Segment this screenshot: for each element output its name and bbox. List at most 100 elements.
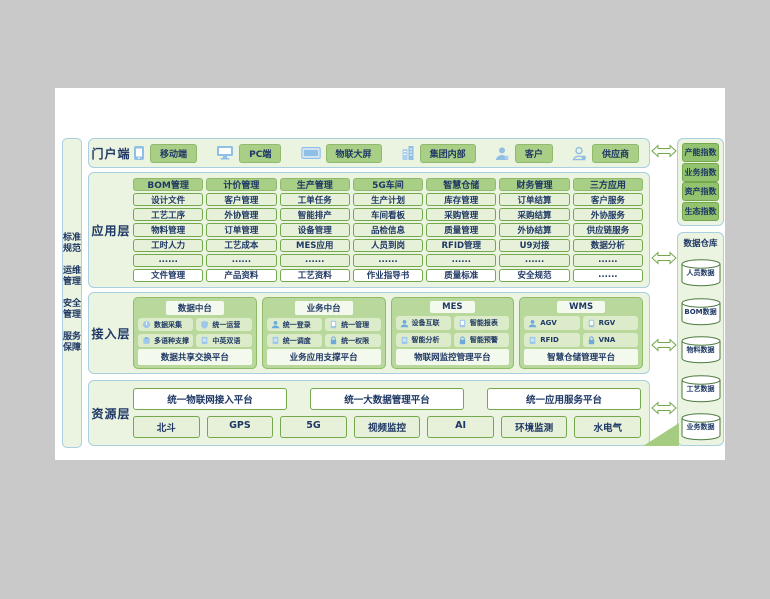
exchange-arrow-icon	[651, 144, 677, 158]
access-chip: 多语种支撑	[138, 334, 194, 347]
resource-tech-chip: 北斗	[133, 416, 200, 438]
portal-panel: 门户端 移动端 PC端 物联大屏 集团内部 客户	[88, 138, 650, 168]
shield-icon	[201, 320, 209, 329]
doc-icon	[201, 336, 208, 345]
app-item-chip: 供应链服务	[572, 223, 643, 237]
index-chip: 产能指数	[682, 143, 719, 162]
application-layer-label: 应用层	[91, 223, 131, 238]
left-bar-item: 标准规范	[62, 232, 81, 254]
app-item-chip: 智能排产	[279, 208, 350, 222]
person-icon	[528, 319, 537, 327]
access-layer-label: 接入层	[91, 326, 131, 341]
database-label: 业务数据	[686, 422, 715, 431]
tablet-icon	[330, 320, 337, 329]
access-chip-label: 设备互联	[411, 319, 440, 327]
access-chip-label: 中英双语	[212, 336, 241, 345]
gauge-icon	[142, 320, 151, 329]
building-icon	[402, 146, 414, 160]
cylinder-icon	[681, 259, 720, 287]
person-icon	[271, 320, 280, 329]
app-item-chip: 设计文件	[133, 193, 204, 207]
cylinder-icon	[681, 336, 720, 364]
resource-content: 统一物联网接入平台 统一大数据管理平台 统一应用服务平台 北斗 GPS 5G 视…	[133, 388, 642, 438]
resource-platform-row: 统一物联网接入平台 统一大数据管理平台 统一应用服务平台	[133, 388, 641, 410]
app-item-chip: 品检信息	[352, 223, 424, 237]
lock-icon	[459, 335, 466, 344]
portal-layer-label: 门户端	[91, 146, 131, 161]
app-item-chip: ......	[206, 253, 277, 267]
access-platform-bar: 物联网监控管理平台	[395, 349, 510, 365]
resource-tech-chip: GPS	[206, 416, 274, 438]
app-column-header: 智慧仓储	[426, 178, 497, 192]
customer-icon	[495, 146, 509, 160]
access-chip-label: 统一权限	[341, 336, 370, 345]
database-cylinder: 物料数据	[680, 336, 722, 364]
resource-tech-row: 北斗 GPS 5G 视频监控 AI 环境监测 水电气	[133, 416, 642, 438]
index-panel: 产能指数 业务指数 资产指数 生态指数	[677, 138, 724, 226]
access-chip-label: 智能报表	[469, 319, 498, 327]
app-item-chip: 设备管理	[279, 223, 350, 237]
app-column-header: BOM管理	[133, 178, 204, 192]
app-item-chip: RFID管理	[426, 238, 497, 252]
cylinder-icon	[681, 298, 720, 325]
portal-items: 移动端 PC端 物联大屏 集团内部 客户 供应商	[133, 139, 639, 167]
app-item-chip: 外协服务	[572, 208, 643, 222]
doc-icon	[529, 336, 536, 344]
app-item-chip: 物料管理	[133, 223, 204, 237]
resource-panel: 资源层 统一物联网接入平台 统一大数据管理平台 统一应用服务平台 北斗 GPS …	[88, 380, 650, 446]
access-group-mes: MES 设备互联 智能报表 智能分析 智能预警 物联网监控管理平台	[390, 297, 515, 369]
app-footer-chip: ......	[572, 268, 643, 282]
cylinder-icon	[681, 413, 720, 441]
access-chip-label: RFID	[540, 336, 559, 344]
access-chip-label: RGV	[598, 319, 616, 327]
access-chip-label: 智能预警	[469, 336, 498, 344]
access-chip: 统一权限	[325, 334, 381, 347]
portal-group-bigscreen: 物联大屏	[300, 143, 382, 163]
tablet-icon	[459, 319, 466, 327]
app-item-chip: ......	[426, 253, 497, 267]
access-chip-label: 数据采集	[154, 320, 182, 329]
resource-platform-chip: 统一物联网接入平台	[133, 388, 287, 410]
access-platform-bar: 数据共享交换平台	[138, 349, 252, 365]
lock-icon	[330, 336, 337, 345]
resource-tech-chip: AI	[427, 416, 494, 438]
portal-group-pc: PC端	[216, 143, 282, 163]
access-groups: 数据中台 数据采集 统一运营 多语种支撑 中英双语 数据共享交换平台 业务中台 …	[133, 297, 643, 369]
person-icon	[400, 319, 408, 327]
access-group-title: MES	[430, 301, 475, 313]
app-item-chip: U9对接	[499, 238, 570, 252]
access-chip-label: VNA	[598, 336, 616, 344]
portal-group-supplier: 供应商	[572, 143, 639, 163]
app-column-header: 三方应用	[572, 178, 643, 192]
access-chip: 设备互联	[395, 316, 451, 330]
resource-tech-chip: 5G	[280, 416, 347, 438]
index-chip: 资产指数	[682, 182, 719, 202]
app-footer-chip: 作业指导书	[352, 268, 424, 282]
access-chip-grid: AGV RGV RFID VNA	[524, 316, 638, 347]
app-item-chip: ......	[499, 253, 570, 267]
access-chip: 统一管理	[325, 318, 381, 331]
doc-icon	[401, 336, 407, 344]
access-chip-label: 统一管理	[341, 320, 370, 329]
access-chip: 统一运营	[196, 318, 252, 331]
app-item-chip: MES应用	[279, 238, 350, 252]
exchange-arrow-icon	[651, 338, 677, 352]
database-label: 物料数据	[686, 346, 715, 355]
app-item-chip: 客户管理	[206, 193, 277, 207]
database-label: BOM数据	[684, 307, 717, 316]
access-chip: RGV	[582, 316, 638, 330]
access-platform-bar: 业务应用支撑平台	[266, 349, 381, 365]
left-bar-item: 运维管理	[62, 265, 81, 287]
portal-group-internal: 集团内部	[401, 143, 476, 163]
resource-platform-chip: 统一大数据管理平台	[310, 388, 464, 410]
app-item-chip: ......	[352, 253, 424, 267]
app-item-chip: 数据分析	[572, 238, 643, 252]
access-group-data: 数据中台 数据采集 统一运营 多语种支撑 中英双语 数据共享交换平台	[133, 297, 257, 369]
resource-layer-label: 资源层	[91, 406, 131, 421]
app-item-chip: 工艺工序	[133, 208, 204, 222]
access-chip: 统一调度	[266, 334, 323, 347]
access-chip: VNA	[582, 333, 638, 347]
data-warehouse-panel: 数据仓库 人员数据 BOM数据 物料数据 工艺数据 业务数据	[677, 232, 724, 446]
app-column-header: 财务管理	[499, 178, 570, 192]
bigscreen-icon	[300, 147, 321, 159]
